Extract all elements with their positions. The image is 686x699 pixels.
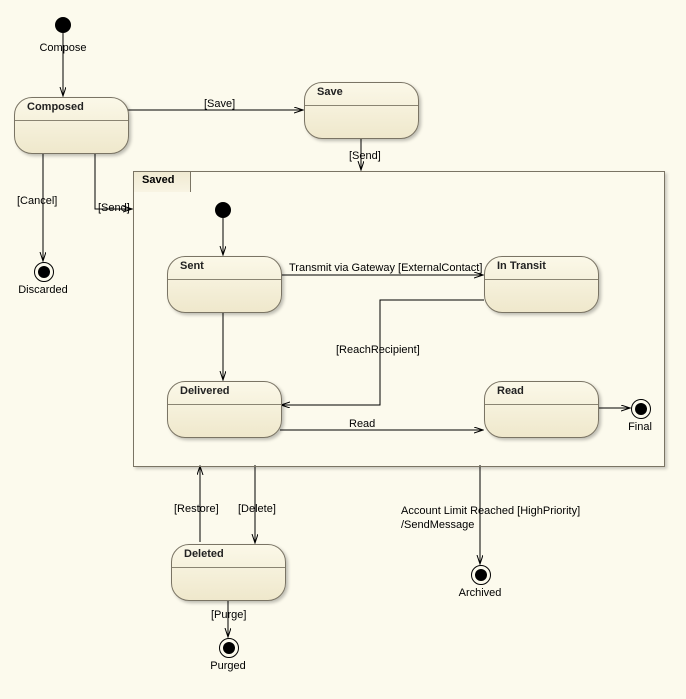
state-composed[interactable]: Composed	[14, 97, 129, 154]
final-final-label: Final	[628, 421, 652, 433]
state-save-title: Save	[305, 83, 418, 106]
edge-label: [Restore]	[174, 503, 219, 515]
edge-label: [ReachRecipient]	[336, 344, 420, 356]
final-archived-label: Archived	[459, 587, 502, 599]
final-purged	[219, 638, 239, 658]
state-read-title: Read	[485, 382, 598, 405]
state-sent-title: Sent	[168, 257, 281, 280]
state-intransit-title: In Transit	[485, 257, 598, 280]
final-archived	[471, 565, 491, 585]
final-discarded	[34, 262, 54, 282]
edge-label: [Save]	[204, 98, 235, 110]
state-delivered-title: Delivered	[168, 382, 281, 405]
container-saved-tab: Saved	[133, 171, 191, 192]
final-purged-label: Purged	[210, 660, 245, 672]
edge-label: [Purge]	[211, 609, 246, 621]
state-deleted-title: Deleted	[172, 545, 285, 568]
edge-label: Read	[349, 418, 375, 430]
edge-label: [Send]	[98, 202, 130, 214]
edge-label: Transmit via Gateway [ExternalContact]	[289, 262, 482, 274]
edge-label: /SendMessage	[401, 519, 474, 531]
edge-label: [Send]	[349, 150, 381, 162]
state-intransit[interactable]: In Transit	[484, 256, 599, 313]
state-save[interactable]: Save	[304, 82, 419, 139]
initial-saved	[215, 202, 231, 218]
state-delivered[interactable]: Delivered	[167, 381, 282, 438]
state-sent[interactable]: Sent	[167, 256, 282, 313]
state-read[interactable]: Read	[484, 381, 599, 438]
edge-label: Account Limit Reached [HighPriority]	[401, 505, 580, 517]
final-final	[631, 399, 651, 419]
edge-label: [Delete]	[238, 503, 276, 515]
state-deleted[interactable]: Deleted	[171, 544, 286, 601]
final-discarded-label: Discarded	[18, 284, 68, 296]
initial-compose	[55, 17, 71, 33]
state-composed-title: Composed	[15, 98, 128, 121]
edge-label: [Cancel]	[17, 195, 57, 207]
initial-compose-label: Compose	[39, 42, 86, 54]
